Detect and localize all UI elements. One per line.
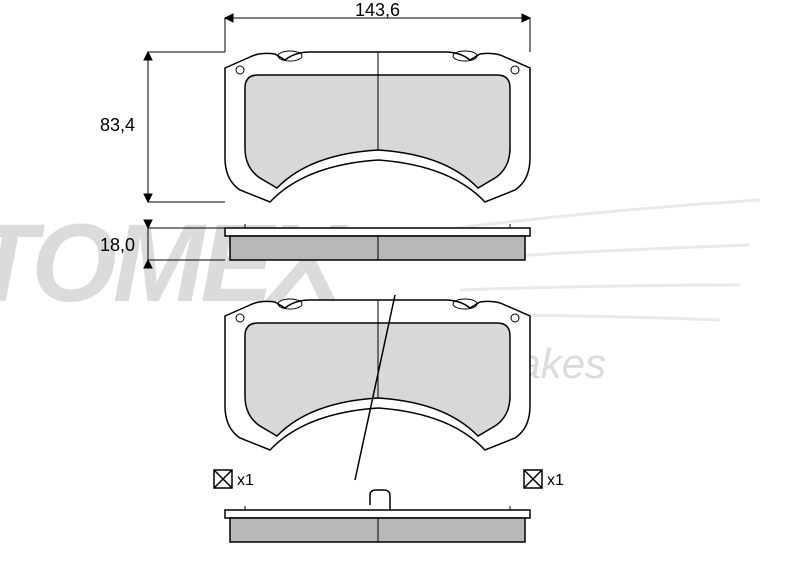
brake-pad-top-front <box>225 51 530 202</box>
brake-pad-bottom-side <box>225 490 530 542</box>
quantity-left-label: x1 <box>237 472 254 490</box>
quantity-boxes <box>214 470 542 488</box>
brake-pad-diagram: TOMEX brakes <box>0 0 786 582</box>
brake-pad-bottom-front <box>225 295 530 480</box>
dimension-height-label: 83,4 <box>100 115 135 136</box>
brake-pad-top-side <box>225 224 530 260</box>
dimension-width-label: 143,6 <box>355 0 400 21</box>
dimension-thickness-label: 18,0 <box>100 235 135 256</box>
dimension-thickness <box>144 220 225 268</box>
dimension-height <box>144 52 225 202</box>
technical-drawing-svg <box>0 0 786 582</box>
quantity-right-label: x1 <box>547 472 564 490</box>
